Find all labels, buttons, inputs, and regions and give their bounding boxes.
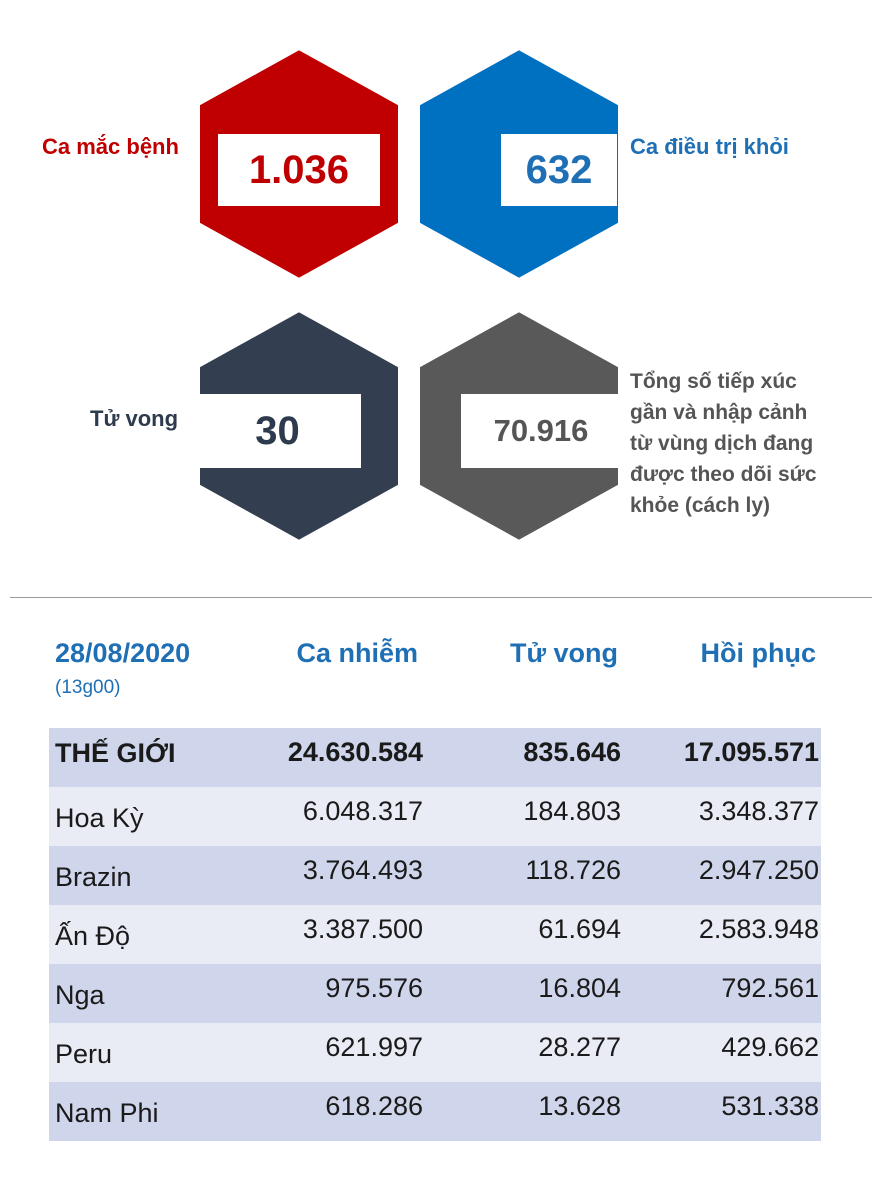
deaths-cell: 13.628: [538, 1091, 621, 1121]
recovered-cell: 2.947.250: [698, 855, 819, 885]
recovered-cell: 531.338: [721, 1091, 819, 1121]
recovered-cell: 3.348.377: [698, 796, 819, 826]
cases-hexagon: 1.036: [194, 44, 404, 284]
table-row: Nam Phi 618.286 13.628 531.338: [49, 1082, 821, 1141]
table-row: Hoa Kỳ 6.048.317 184.803 3.348.377: [49, 787, 821, 846]
country-table: THẾ GIỚI 24.630.584 835.646 17.095.571 H…: [49, 728, 821, 1141]
table-date: 28/08/2020: [55, 638, 191, 668]
deaths-hexagon: 30: [194, 306, 404, 546]
country-name: Nam Phi: [55, 1098, 159, 1128]
recovered-label: Ca điều trị khỏi: [630, 134, 789, 159]
table-row: Peru 621.997 28.277 429.662: [49, 1023, 821, 1082]
deaths-value: 30: [194, 394, 361, 468]
country-name: Hoa Kỳ: [55, 803, 144, 833]
cases-cell: 24.630.584: [287, 737, 423, 767]
deaths-cell: 16.804: [538, 973, 621, 1003]
table-row: Nga 975.576 16.804 792.561: [49, 964, 821, 1023]
section-divider: [10, 597, 872, 598]
recovered-cell: 429.662: [721, 1032, 819, 1062]
deaths-cell: 835.646: [523, 737, 621, 767]
table-row-world: THẾ GIỚI 24.630.584 835.646 17.095.571: [49, 728, 821, 787]
table-row: Brazin 3.764.493 118.726 2.947.250: [49, 846, 821, 905]
recovered-cell: 2.583.948: [698, 914, 819, 944]
header-cases: Ca nhiễm: [296, 638, 418, 668]
monitored-label: Tổng số tiếp xúc gần và nhập cảnh từ vùn…: [630, 370, 817, 517]
monitored-value: 70.916: [461, 394, 621, 468]
country-name: THẾ GIỚI: [55, 738, 176, 768]
country-name: Ấn Độ: [55, 921, 131, 951]
recovered-cell: 792.561: [721, 973, 819, 1003]
country-name: Nga: [55, 980, 105, 1010]
country-name: Brazin: [55, 862, 132, 892]
cases-label: Ca mắc bệnh: [42, 134, 179, 159]
recovered-cell: 17.095.571: [683, 737, 819, 767]
cases-cell: 6.048.317: [302, 796, 423, 826]
deaths-label: Tử vong: [90, 406, 179, 431]
header-recovered: Hồi phục: [700, 638, 817, 668]
cases-cell: 618.286: [325, 1091, 423, 1121]
deaths-cell: 118.726: [525, 855, 621, 885]
deaths-cell: 184.803: [523, 796, 621, 826]
monitored-hexagon: 70.916: [414, 306, 624, 546]
cases-value: 1.036: [218, 134, 380, 206]
deaths-cell: 28.277: [538, 1032, 621, 1062]
cases-cell: 3.764.493: [302, 855, 423, 885]
table-row: Ấn Độ 3.387.500 61.694 2.583.948: [49, 905, 821, 964]
cases-cell: 975.576: [325, 973, 423, 1003]
table-time: (13g00): [55, 677, 121, 698]
cases-cell: 621.997: [325, 1032, 423, 1062]
deaths-cell: 61.694: [538, 914, 621, 944]
cases-cell: 3.387.500: [302, 914, 423, 944]
recovered-hexagon: 632: [414, 44, 624, 284]
recovered-value: 632: [501, 134, 617, 206]
header-deaths: Tử vong: [509, 638, 618, 668]
country-name: Peru: [55, 1039, 113, 1069]
